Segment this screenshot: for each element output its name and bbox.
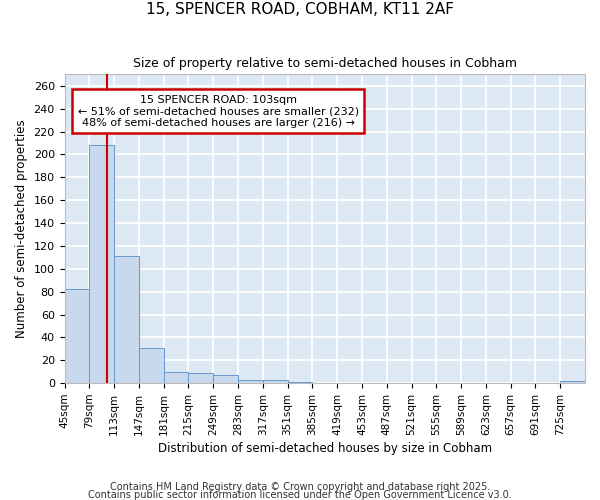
X-axis label: Distribution of semi-detached houses by size in Cobham: Distribution of semi-detached houses by … bbox=[158, 442, 492, 455]
Text: 15, SPENCER ROAD, COBHAM, KT11 2AF: 15, SPENCER ROAD, COBHAM, KT11 2AF bbox=[146, 2, 454, 18]
Bar bbox=[287, 382, 313, 383]
Bar bbox=[560, 381, 585, 383]
Text: Contains public sector information licensed under the Open Government Licence v3: Contains public sector information licen… bbox=[88, 490, 512, 500]
Bar bbox=[188, 373, 213, 383]
Bar bbox=[213, 375, 238, 383]
Bar bbox=[89, 146, 114, 383]
Y-axis label: Number of semi-detached properties: Number of semi-detached properties bbox=[15, 120, 28, 338]
Bar bbox=[114, 256, 139, 383]
Bar bbox=[238, 380, 263, 383]
Title: Size of property relative to semi-detached houses in Cobham: Size of property relative to semi-detach… bbox=[133, 58, 517, 70]
Bar bbox=[139, 348, 164, 383]
Text: Contains HM Land Registry data © Crown copyright and database right 2025.: Contains HM Land Registry data © Crown c… bbox=[110, 482, 490, 492]
Bar bbox=[65, 290, 89, 383]
Text: 15 SPENCER ROAD: 103sqm
← 51% of semi-detached houses are smaller (232)
48% of s: 15 SPENCER ROAD: 103sqm ← 51% of semi-de… bbox=[77, 94, 359, 128]
Bar bbox=[263, 380, 287, 383]
Bar bbox=[164, 372, 188, 383]
